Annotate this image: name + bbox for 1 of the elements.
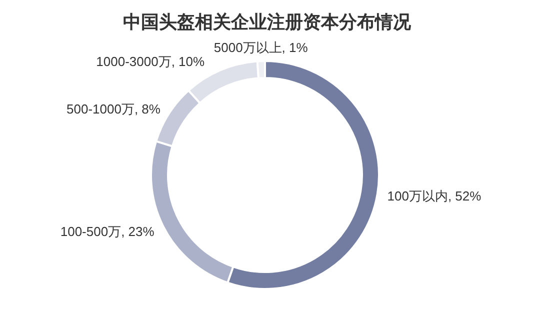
title: 中国头盔相关企业注册资本分布情况: [123, 12, 411, 33]
